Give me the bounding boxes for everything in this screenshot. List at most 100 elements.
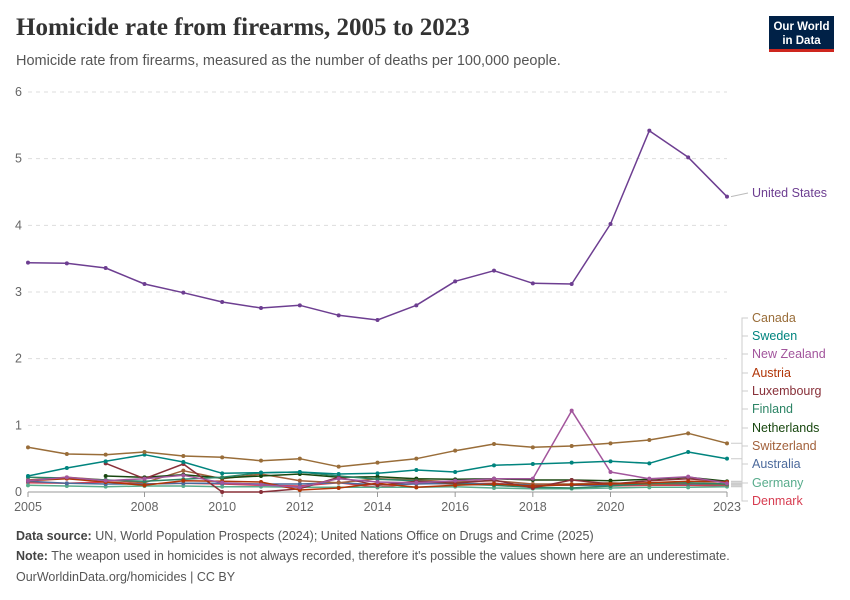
data-point-new-zealand [181, 473, 186, 478]
y-tick-label: 3 [15, 285, 22, 299]
data-point-sweden [220, 471, 225, 476]
data-point-united-states [220, 300, 225, 304]
x-tick-label: 2014 [364, 500, 392, 514]
data-point-canada [530, 445, 535, 450]
data-point-sweden [647, 461, 652, 466]
data-point-austria [569, 482, 574, 487]
credit-link[interactable]: OurWorldinData.org/homicides | CC BY [16, 570, 236, 584]
data-point-united-states [453, 279, 458, 284]
data-point-canada [103, 452, 108, 457]
data-point-new-zealand [103, 478, 108, 483]
data-point-canada [686, 431, 691, 436]
data-point-canada [220, 455, 225, 460]
data-point-canada [569, 444, 574, 448]
data-point-sweden [414, 468, 419, 472]
legend-connector [731, 427, 748, 482]
data-point-switzerland [336, 480, 341, 485]
legend-label-canada: Canada [752, 311, 796, 325]
data-source-text: UN, World Population Prospects (2024); U… [95, 529, 594, 543]
data-point-sweden [103, 459, 108, 464]
legend-label-germany: Germany [752, 476, 804, 490]
logo-line-1: Our World [773, 21, 830, 33]
data-point-united-states [725, 194, 729, 199]
legend-label-switzerland: Switzerland [752, 439, 817, 453]
data-point-new-zealand [297, 485, 302, 490]
data-point-new-zealand [725, 481, 729, 486]
x-tick-label: 2012 [286, 500, 314, 514]
data-point-new-zealand [336, 476, 341, 481]
data-point-canada [26, 445, 30, 450]
data-point-united-states [608, 222, 613, 226]
y-tick-label: 4 [15, 218, 22, 232]
data-point-canada [453, 448, 458, 453]
data-point-finland [569, 486, 574, 490]
legend-connector [730, 192, 749, 198]
y-tick-label: 0 [15, 485, 22, 499]
data-point-sweden [608, 459, 613, 464]
data-point-canada [414, 456, 419, 461]
legend-label-australia: Australia [752, 457, 801, 471]
data-point-new-zealand [259, 482, 263, 487]
data-point-netherlands [103, 474, 108, 478]
y-tick-label: 5 [15, 152, 22, 166]
data-point-germany [220, 484, 225, 489]
data-point-united-states [530, 281, 535, 286]
data-point-austria [492, 482, 496, 486]
data-point-austria [414, 485, 419, 490]
legend-label-sweden: Sweden [752, 329, 797, 343]
legend-connector [731, 317, 748, 444]
note-text: The weapon used in homicides is not alwa… [51, 549, 730, 563]
data-point-new-zealand [608, 470, 613, 474]
data-point-new-zealand [569, 408, 574, 413]
data-point-canada [375, 460, 380, 465]
data-point-netherlands [259, 474, 263, 478]
legend-label-new-zealand: New Zealand [752, 347, 826, 361]
data-point-canada [259, 458, 263, 463]
data-point-united-states [297, 303, 302, 308]
data-source: Data source: UN, World Population Prospe… [16, 529, 594, 543]
data-point-united-states [103, 266, 108, 270]
data-point-new-zealand [26, 478, 30, 483]
data-point-sweden [297, 470, 302, 474]
data-point-united-states [26, 260, 30, 265]
chart-subtitle: Homicide rate from firearms, measured as… [16, 53, 561, 69]
data-point-canada [725, 441, 729, 446]
data-point-sweden [569, 460, 574, 465]
y-tick-label: 6 [15, 85, 22, 99]
data-point-sweden [26, 474, 30, 478]
data-point-united-states [492, 268, 496, 273]
data-point-austria [530, 484, 535, 488]
data-point-sweden [686, 450, 691, 454]
data-point-finland [220, 475, 225, 480]
data-point-new-zealand [375, 480, 380, 484]
owid-logo[interactable]: Our World in Data [769, 16, 834, 52]
data-point-sweden [530, 462, 535, 466]
data-point-germany [686, 485, 691, 490]
data-point-canada [336, 464, 341, 469]
data-point-united-states [259, 306, 263, 310]
data-point-australia [64, 481, 69, 486]
data-source-label: Data source: [16, 529, 92, 543]
legend-label-finland: Finland [752, 402, 793, 416]
data-point-united-states [414, 303, 419, 308]
x-tick-label: 2016 [441, 500, 469, 514]
x-tick-label: 2023 [713, 500, 741, 514]
data-point-austria [608, 482, 613, 486]
data-point-switzerland [181, 468, 186, 473]
y-tick-label: 2 [15, 352, 22, 366]
data-point-austria [181, 478, 186, 483]
data-point-united-states [569, 282, 574, 286]
data-point-united-states [375, 318, 380, 322]
x-tick-label: 2018 [519, 500, 547, 514]
data-point-new-zealand [64, 475, 69, 480]
legend-label-denmark: Denmark [752, 494, 803, 508]
data-point-united-states [686, 155, 691, 160]
data-point-canada [181, 454, 186, 458]
data-point-sweden [259, 470, 263, 475]
chart-note: Note: The weapon used in homicides is no… [16, 549, 730, 563]
x-tick-label: 2005 [14, 500, 42, 514]
data-point-sweden [181, 460, 186, 464]
data-point-luxembourg [259, 490, 263, 494]
data-point-new-zealand [220, 480, 225, 485]
data-point-canada [492, 442, 496, 446]
